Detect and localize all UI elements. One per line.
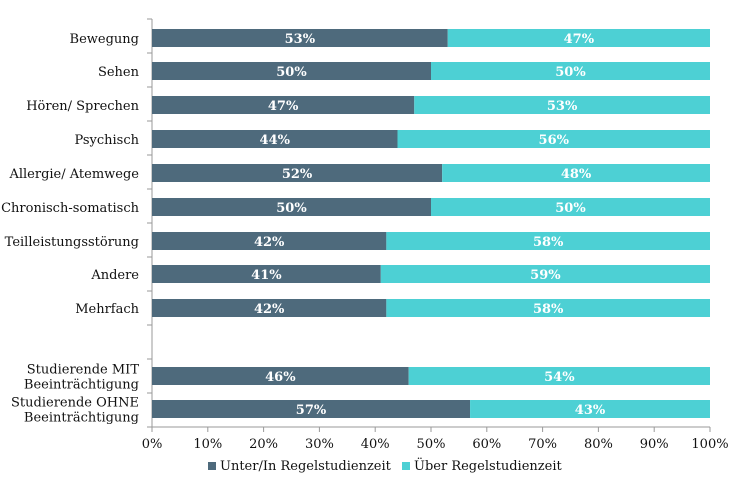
legend-swatch [402,462,410,470]
bar-data-label: 53% [285,32,316,47]
bar-data-label: 50% [555,201,586,216]
category-label: Bewegung [70,32,139,47]
bar-data-label: 47% [564,32,595,47]
category-label: Teilleistungsstörung [5,235,139,250]
bar-data-label: 58% [533,302,564,317]
bar-data-label: 46% [265,370,296,385]
bar-data-label: 48% [561,167,592,182]
bar-segment-ueber-regelstudienzeit [442,164,710,182]
category-label: Andere [90,268,139,283]
labels-layer: 53% 47% 50% 50% 47% 53% 44% 56% 52% 48% 50% 50% 42% 5… [251,32,606,418]
x-tick-label: 20% [249,437,278,452]
category-label: Sehen [98,65,140,80]
bar-segment-unter-regelstudienzeit [152,29,448,47]
legend: Unter/In Regelstudienzeit Über Regelstudi… [208,457,562,474]
category-label: Studierende OHNE [11,396,139,411]
bar-data-label: 42% [254,302,285,317]
x-tick-label: 30% [305,437,334,452]
bar-data-label: 54% [544,370,575,385]
bar-segment-ueber-regelstudienzeit [414,96,710,114]
bar-data-label: 52% [282,167,313,182]
bar-data-label: 58% [533,235,564,250]
bar-segment-ueber-regelstudienzeit [380,265,710,283]
bar-segment-ueber-regelstudienzeit [431,62,710,80]
x-tick-label: 90% [640,437,669,452]
bar-data-label: 50% [555,65,586,80]
bar-segment-unter-regelstudienzeit [152,62,431,80]
bar-data-label: 53% [547,99,578,114]
legend-swatch [208,462,216,470]
legend-label: Über Regelstudienzeit [414,457,562,474]
category-label: Allergie/ Atemwege [8,167,139,182]
bar-segment-unter-regelstudienzeit [152,299,387,317]
bar-data-label: 50% [276,65,307,80]
bar-segment-unter-regelstudienzeit [152,265,381,283]
bar-segment-unter-regelstudienzeit [152,198,431,216]
axis-layer: 0% 10% 20% 30% 40% 50% 60% 70% 80% 90% 100% Bewegun… [1,18,729,452]
category-label: Studierende MIT [27,363,140,378]
bar-segment-unter-regelstudienzeit [152,96,415,114]
bar-segment-ueber-regelstudienzeit [408,367,710,385]
bar-segment-ueber-regelstudienzeit [386,232,710,250]
bars-layer [152,29,710,418]
bar-segment-ueber-regelstudienzeit [386,299,710,317]
bar-segment-ueber-regelstudienzeit [431,198,710,216]
x-tick-label: 60% [472,437,501,452]
category-label: Mehrfach [75,302,139,317]
category-label: Psychisch [74,133,139,148]
bar-segment-unter-regelstudienzeit [152,400,471,418]
bar-segment-unter-regelstudienzeit [152,130,398,148]
category-label: Chronisch-somatisch [1,201,140,216]
category-label: Beeinträchtigung [24,411,139,426]
bar-data-label: 41% [251,268,282,283]
x-tick-label: 70% [528,437,557,452]
x-tick-label: 80% [584,437,613,452]
legend-label: Unter/In Regelstudienzeit [220,459,392,474]
bar-data-label: 42% [254,235,285,250]
bar-segment-ueber-regelstudienzeit [397,130,710,148]
bar-segment-ueber-regelstudienzeit [447,29,710,47]
bar-data-label: 59% [530,268,561,283]
x-tick-label: 40% [361,437,390,452]
category-label: Hören/ Sprechen [26,99,139,114]
x-tick-label: 50% [417,437,446,452]
category-label: Beeinträchtigung [24,378,139,393]
bar-data-label: 50% [276,201,307,216]
bar-segment-unter-regelstudienzeit [152,164,443,182]
bar-data-label: 56% [539,133,570,148]
bar-segment-ueber-regelstudienzeit [470,400,710,418]
bar-data-label: 47% [268,99,299,114]
x-tick-label: 0% [142,437,163,452]
x-tick-label: 10% [193,437,222,452]
x-tick-label: 100% [691,437,728,452]
bar-segment-unter-regelstudienzeit [152,232,387,250]
bar-data-label: 44% [260,133,291,148]
bar-data-label: 57% [296,403,327,418]
bar-data-label: 43% [575,403,606,418]
bar-segment-unter-regelstudienzeit [152,367,409,385]
